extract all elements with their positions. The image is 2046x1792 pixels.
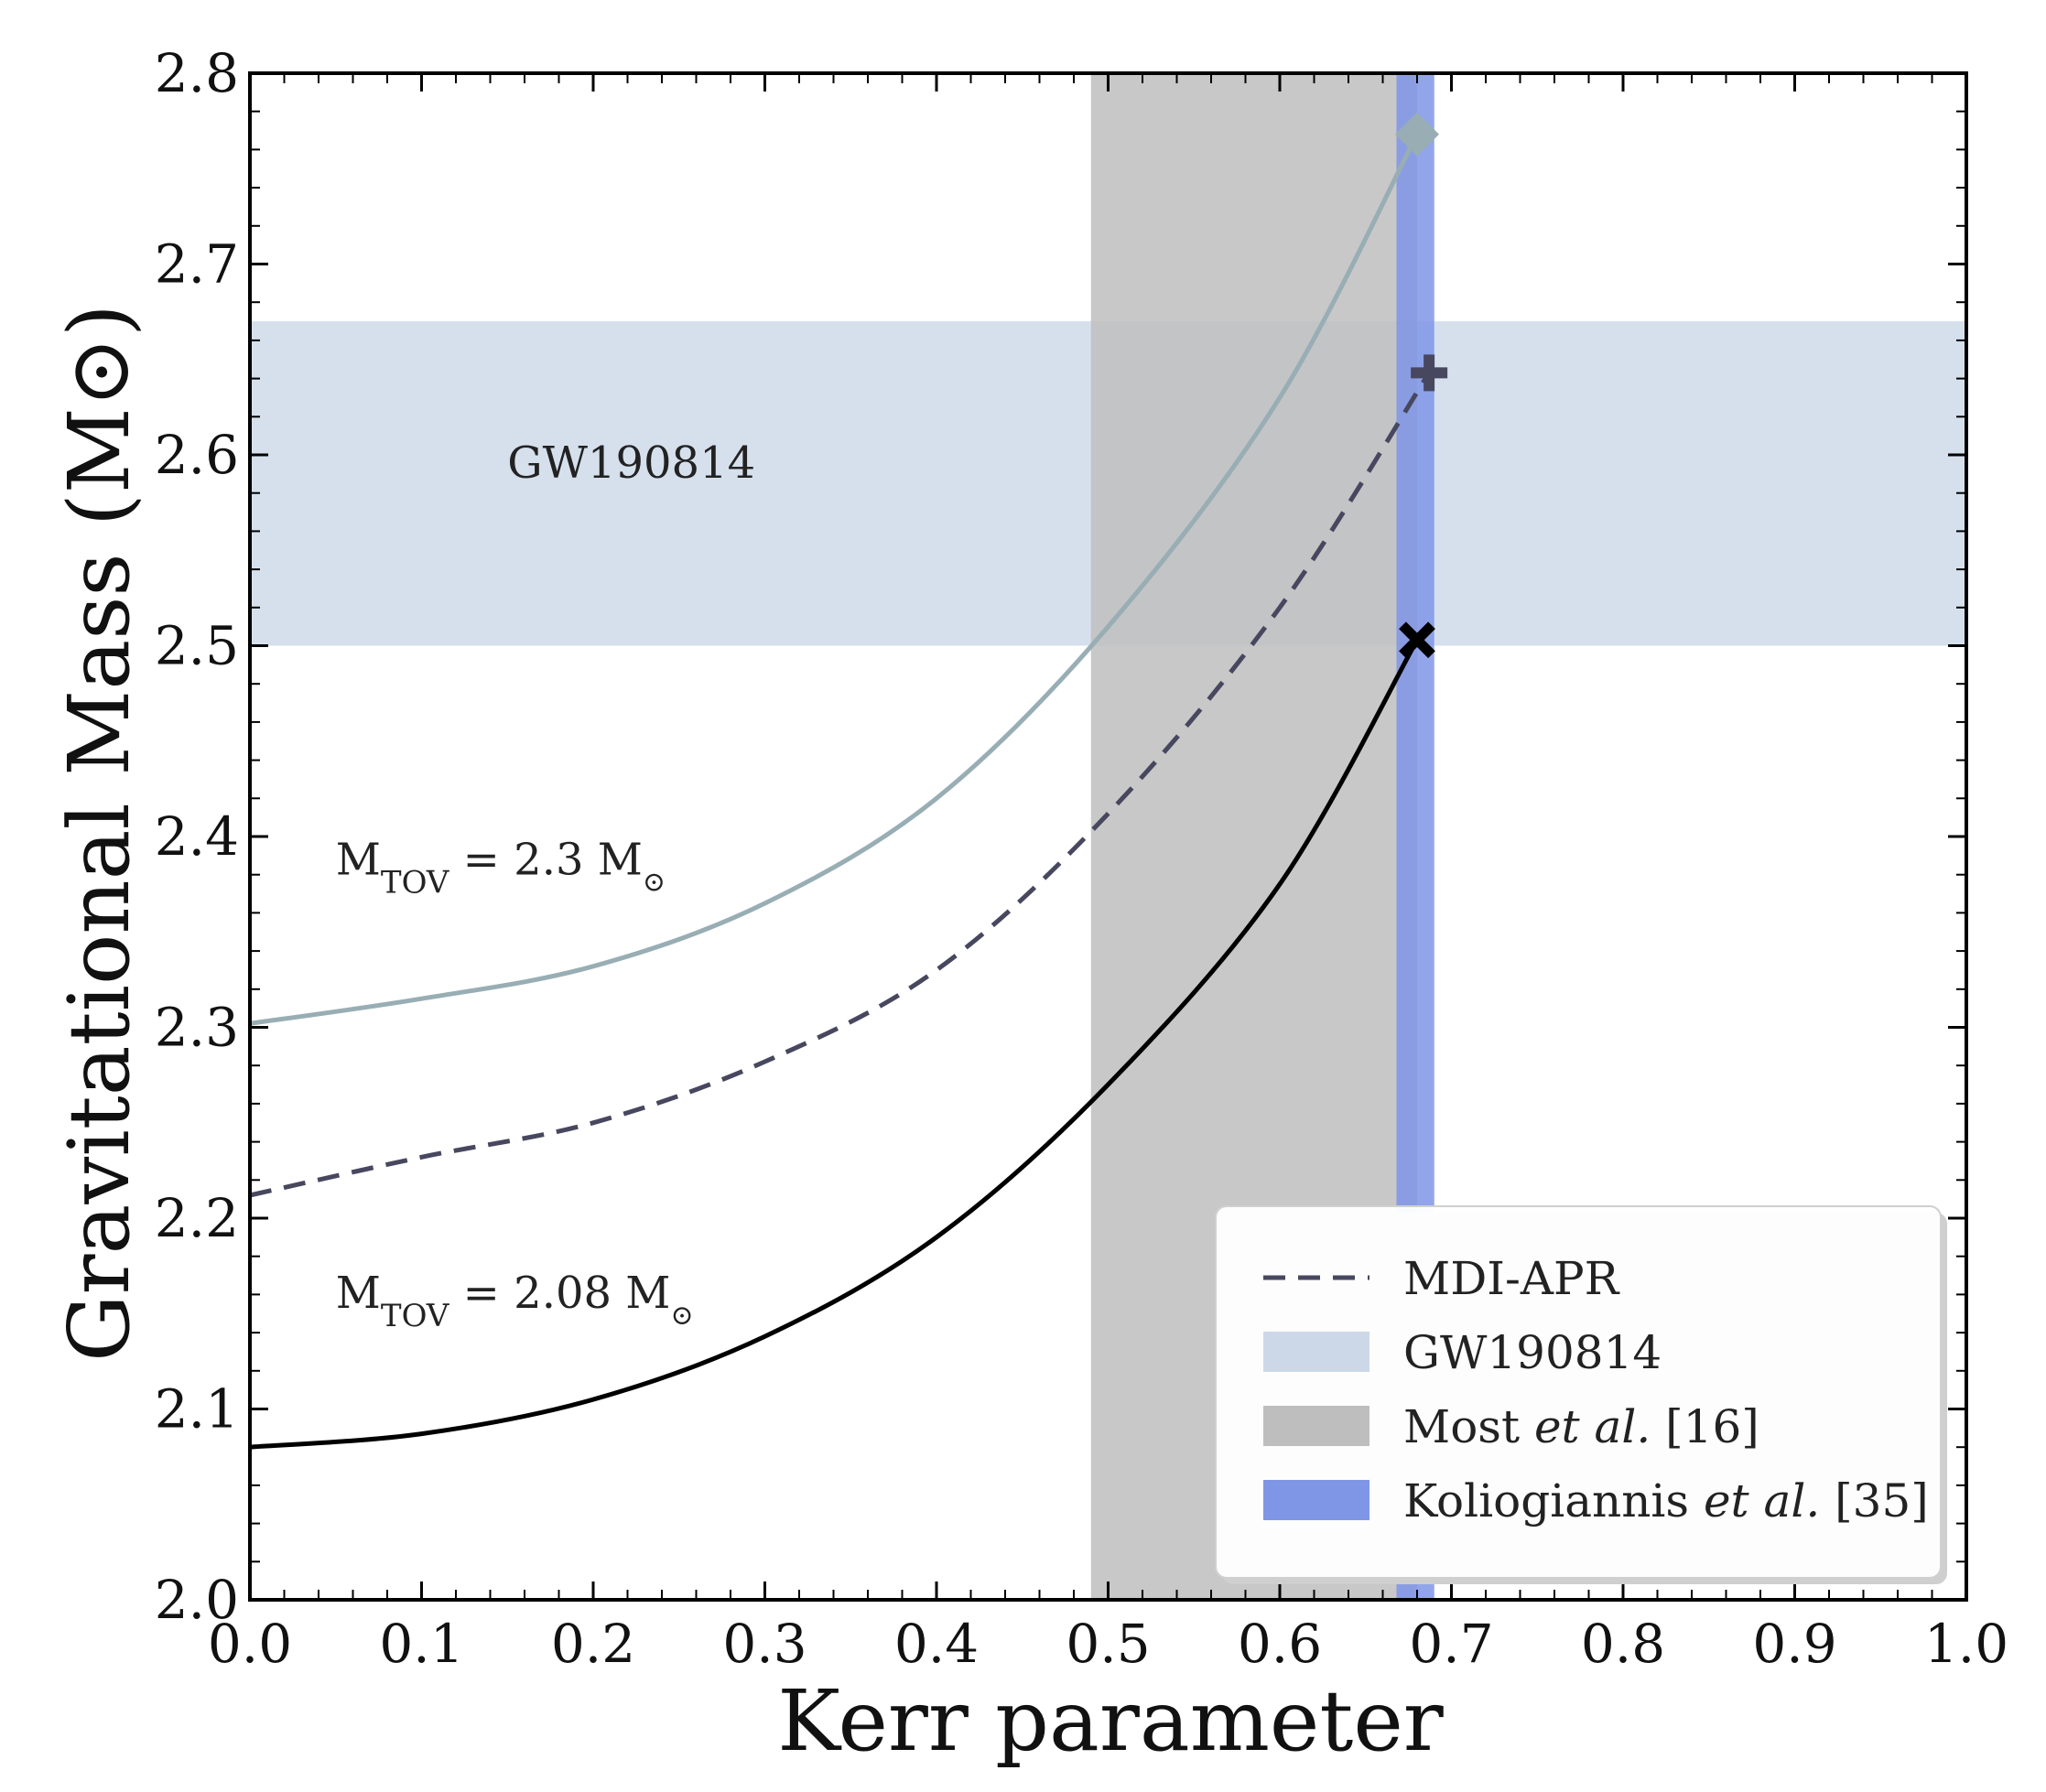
y-tick-label: 2.0 xyxy=(155,1569,239,1631)
x-tick-label: 0.1 xyxy=(379,1613,463,1675)
y-tick-label: 2.7 xyxy=(155,233,239,296)
y-tick-label: 2.4 xyxy=(155,805,239,868)
x-axis-title: Kerr parameter xyxy=(777,1672,1444,1770)
x-tick-label: 0.4 xyxy=(894,1613,979,1675)
series-line-1 xyxy=(249,371,1432,1198)
legend-label: GW190814 xyxy=(1403,1326,1662,1379)
x-tick-label: 1.0 xyxy=(1924,1613,2008,1675)
x-tick-label: 0.6 xyxy=(1238,1613,1322,1675)
legend-box xyxy=(1215,1205,1942,1579)
y-tick-label: 2.1 xyxy=(155,1378,239,1441)
series-line-2 xyxy=(249,638,1420,1450)
diamond-marker xyxy=(1395,112,1439,157)
x-tick-label: 0.0 xyxy=(208,1613,292,1675)
series-end-markers xyxy=(1395,112,1448,659)
legend-label: Most et al. [16] xyxy=(1403,1400,1759,1453)
annotation-2: MTOV = 2.08 M⊙ xyxy=(336,1268,694,1334)
legend: MDI-APR GW190814 Most et al. [16] Koliogian… xyxy=(1215,1205,1947,1584)
x-tick-label: 0.9 xyxy=(1752,1613,1836,1675)
plus-marker xyxy=(1411,354,1448,392)
x-tick-label: 0.3 xyxy=(722,1613,806,1675)
y-axis-title: Gravitational Mass (M⊙) xyxy=(50,304,148,1362)
series-line-0 xyxy=(249,133,1420,1026)
legend-swatch xyxy=(1263,1406,1369,1446)
annotation-0: GW190814 xyxy=(507,437,755,489)
x-tick-label: 0.2 xyxy=(551,1613,635,1675)
y-tick-label: 2.2 xyxy=(155,1187,239,1249)
x-tick-label: 0.8 xyxy=(1581,1613,1665,1675)
tick-labels: 0.0 0.1 0.2 0.3 0.4 0.5 0.6 0.7 0.8 0.9 1.0 2.0 2.1 2… xyxy=(155,42,2008,1675)
y-tick-label: 2.8 xyxy=(155,42,239,104)
legend-label: MDI-APR xyxy=(1403,1252,1620,1305)
annotation-1: MTOV = 2.3 M⊙ xyxy=(336,835,666,901)
legend-swatch xyxy=(1263,1332,1369,1372)
axis-ticks xyxy=(248,71,1968,1602)
y-tick-label: 2.3 xyxy=(155,997,239,1059)
legend-label: Koliogiannis et al. [35] xyxy=(1403,1474,1929,1528)
legend-swatch xyxy=(1263,1480,1369,1520)
y-tick-label: 2.5 xyxy=(155,615,239,677)
x-tick-label: 0.5 xyxy=(1066,1613,1150,1675)
x-marker xyxy=(1399,621,1435,659)
x-tick-label: 0.7 xyxy=(1409,1613,1493,1675)
series-lines xyxy=(249,133,1432,1450)
y-tick-label: 2.6 xyxy=(155,424,239,486)
shaded-bands xyxy=(250,73,1966,1600)
